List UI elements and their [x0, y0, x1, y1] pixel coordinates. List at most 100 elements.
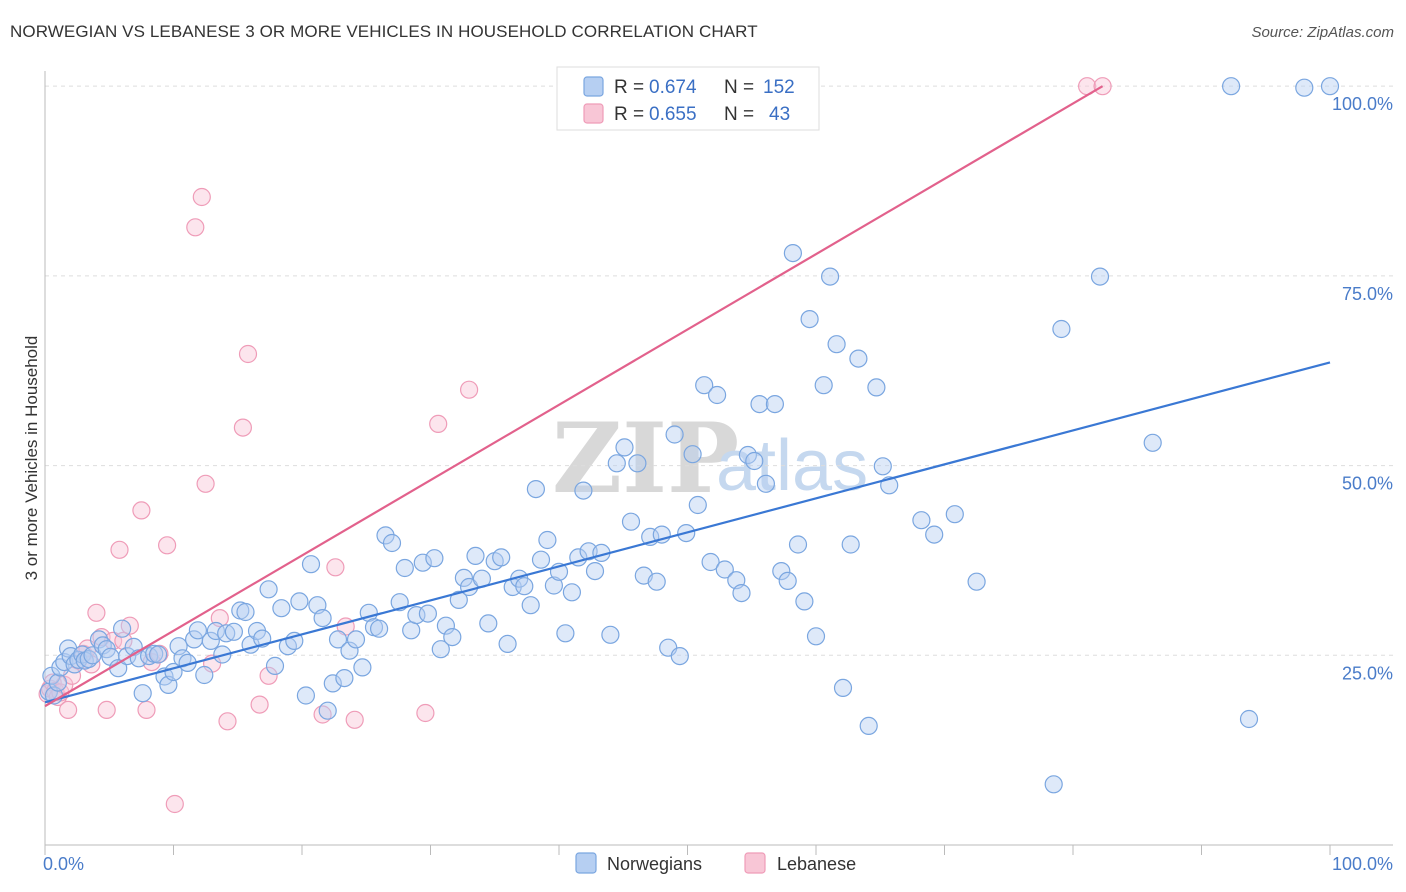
- lebanese-point: [132, 501, 151, 520]
- norwegian-points: [39, 77, 1340, 794]
- norwegian-point: [169, 637, 188, 656]
- legend-n-label-2: N =: [724, 104, 754, 125]
- legend-r-value-2: 0.655: [649, 104, 697, 125]
- norwegian-point: [188, 621, 207, 640]
- lebanese-point: [110, 540, 129, 559]
- y-tick-label-2: 75.0%: [1342, 284, 1393, 304]
- bottom-legend-lebanese: Lebanese: [777, 854, 856, 874]
- norwegian-point: [323, 674, 342, 693]
- norwegian-point: [296, 686, 315, 705]
- norwegian-point: [814, 376, 833, 395]
- norwegian-point: [217, 624, 236, 643]
- norwegian-point: [201, 631, 220, 651]
- norwegian-point: [376, 526, 395, 545]
- norwegian-point: [195, 665, 214, 685]
- norwegian-point: [647, 572, 666, 591]
- norwegian-point: [443, 627, 462, 647]
- lebanese-point: [192, 187, 211, 207]
- norwegian-point: [867, 378, 886, 397]
- norwegian-point: [827, 335, 846, 354]
- norwegian-point: [695, 376, 714, 395]
- norwegian-point: [615, 438, 634, 457]
- norwegian-point: [688, 495, 707, 515]
- norwegian-point: [265, 656, 285, 676]
- lebanese-point: [460, 380, 479, 399]
- norwegian-point: [967, 572, 986, 591]
- lebanese-point: [238, 344, 258, 364]
- x-tick-min: 0.0%: [43, 854, 84, 874]
- watermark-zip: ZIP: [552, 402, 739, 515]
- source-label: Source: ZipAtlas.com: [1251, 24, 1394, 41]
- norwegian-point: [346, 630, 366, 649]
- norwegian-point: [301, 555, 321, 574]
- norwegian-point: [353, 658, 372, 677]
- norwegian-point: [425, 549, 444, 568]
- norwegian-point: [945, 505, 964, 524]
- norwegian-point: [418, 604, 437, 623]
- norwegian-point: [498, 634, 517, 654]
- lebanese-point: [137, 700, 156, 720]
- norwegian-point: [112, 619, 132, 638]
- lebanese-point: [233, 418, 252, 437]
- norwegian-point: [479, 614, 498, 633]
- norwegian-point: [1044, 775, 1063, 794]
- norwegian-point: [431, 640, 450, 659]
- legend-n-value-1: 152: [763, 77, 795, 98]
- chart-title: NORWEGIAN VS LEBANESE 3 OR MORE VEHICLES…: [10, 22, 758, 41]
- norwegian-point: [395, 558, 414, 578]
- norwegian-point: [544, 576, 564, 595]
- norwegian-point: [800, 310, 819, 329]
- norwegian-point: [521, 596, 540, 615]
- norwegian-point: [833, 678, 853, 698]
- norwegian-point: [701, 552, 720, 572]
- norwegian-point: [1295, 78, 1314, 97]
- norwegian-point: [820, 267, 840, 286]
- lebanese-point: [416, 703, 435, 723]
- norwegian-point: [556, 624, 575, 643]
- norwegian-point: [756, 474, 776, 493]
- x-tick-max: 100.0%: [1332, 854, 1393, 874]
- trend-lines: [44, 85, 1331, 708]
- legend-r-label-2: R =: [614, 104, 644, 125]
- legend-r-value-1: 0.674: [649, 77, 697, 98]
- norwegian-point: [236, 602, 255, 622]
- norwegian-point: [1052, 319, 1071, 339]
- lebanese-point: [196, 474, 215, 493]
- norwegian-point: [402, 621, 421, 640]
- lebanese-point: [250, 695, 269, 714]
- norwegian-point: [574, 481, 593, 500]
- norwegian-point: [370, 619, 389, 638]
- norwegian-point: [873, 457, 892, 476]
- norwegian-point: [628, 454, 647, 473]
- norwegian-point: [806, 627, 826, 646]
- axes: [44, 71, 1393, 855]
- norwegian-point: [382, 533, 402, 553]
- y-axis-label: 3 or more Vehicles in Household: [22, 336, 41, 581]
- norwegian-point: [683, 445, 702, 464]
- lebanese-point: [345, 710, 364, 729]
- norwegian-point: [515, 577, 534, 596]
- lebanese-point: [326, 558, 345, 577]
- norwegian-point: [272, 599, 291, 618]
- y-tick-label-0: 25.0%: [1342, 663, 1393, 683]
- norwegian-point: [765, 395, 785, 414]
- bottom-legend-norwegians: Norwegians: [607, 854, 702, 874]
- norwegian-point: [1320, 77, 1340, 96]
- norwegian-point: [665, 425, 684, 444]
- norwegian-point: [313, 608, 332, 628]
- legend-n-label-1: N =: [724, 77, 754, 98]
- norwegian-point: [526, 480, 546, 499]
- norwegian-point: [48, 673, 68, 692]
- bottom-legend-swatch-norwegians: [575, 852, 597, 874]
- norwegian-point: [788, 535, 808, 554]
- norwegian-trend-line: [44, 361, 1331, 704]
- y-tick-label-1: 50.0%: [1342, 474, 1393, 494]
- norwegian-point: [912, 511, 931, 530]
- lebanese-point: [1093, 77, 1112, 96]
- norwegian-point: [585, 561, 605, 581]
- norwegian-point: [1090, 267, 1110, 286]
- norwegian-point: [335, 668, 354, 688]
- norwegian-point: [224, 622, 243, 641]
- legend-swatch-lebanese: [583, 103, 604, 124]
- norwegian-point: [149, 645, 168, 664]
